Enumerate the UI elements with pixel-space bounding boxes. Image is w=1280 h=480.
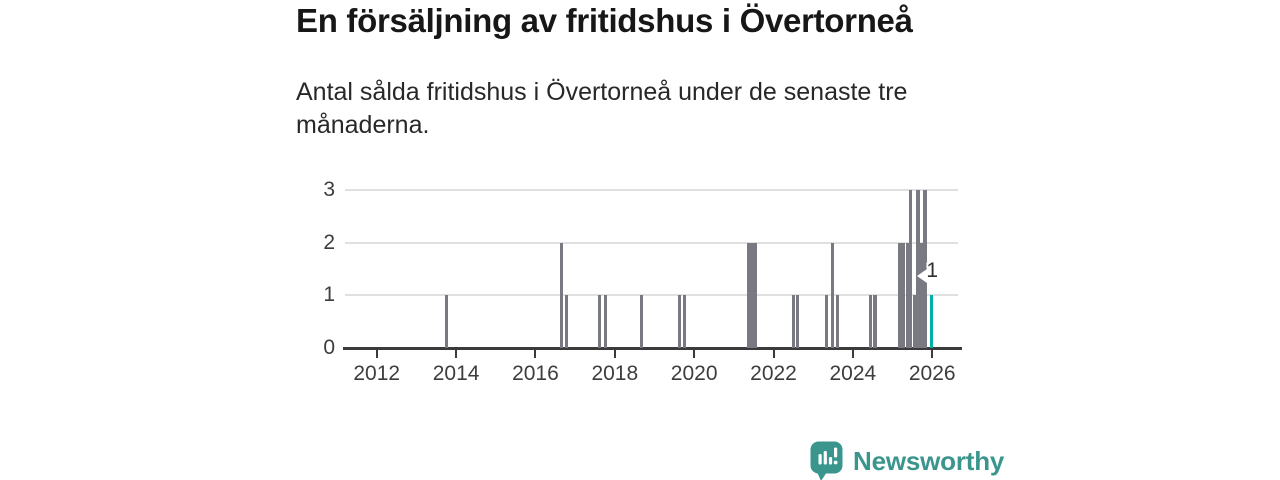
bar [909,190,913,348]
bar [603,295,608,348]
bar [835,295,840,348]
gridline [345,241,958,244]
newsworthy-branding: Newsworthy [810,441,1004,480]
bar [677,295,682,348]
bar [912,295,917,348]
x-axis-tick-label: 2022 [750,362,797,385]
x-axis-tick [455,348,458,358]
bar-value-label-tail [917,269,928,284]
x-axis-tick [772,348,775,358]
newsworthy-logo-text: Newsworthy [853,446,1005,476]
x-axis-tick-label: 2026 [908,362,956,385]
highlighted-bar [929,295,934,348]
x-axis-tick [534,348,537,358]
bar [639,295,644,348]
bar [873,295,877,348]
x-axis-tick [931,348,934,358]
bar [830,242,834,348]
gridline [345,189,958,191]
y-axis-label: 3 [323,178,335,201]
x-axis-tick-label: 2018 [591,362,639,385]
bar [753,242,758,348]
x-axis-tick [851,348,854,358]
chart-subtitle: Antal sålda fritidshus i Övertorneå unde… [296,78,908,139]
x-axis-tick [613,348,616,358]
bar [564,295,569,348]
bar [559,242,564,348]
bar [898,242,902,348]
y-axis-label: 0 [323,336,335,359]
bar [750,242,755,348]
x-axis-line [343,347,962,350]
x-axis-tick [375,348,378,358]
bar [824,295,829,348]
x-axis-tick [693,348,696,358]
bar-value-label: 1 [926,259,939,283]
newsworthy-logo-icon [810,441,843,480]
bar [916,190,920,348]
x-axis-tick-label: 2016 [512,362,559,385]
y-axis-label: 1 [323,283,335,307]
bar [919,242,924,348]
bar [598,295,602,348]
bar [868,295,872,348]
chart-title: En försäljning av fritidshus i Övertorne… [296,2,913,39]
bar [905,242,909,348]
bar [792,295,796,348]
gridline [345,294,958,297]
y-axis-label: 2 [323,230,335,254]
bar [682,295,687,348]
bar [795,295,799,348]
x-axis-tick-label: 2014 [432,362,480,385]
x-axis-tick-label: 2024 [829,362,877,385]
x-axis-tick-label: 2012 [353,362,401,385]
bar [747,242,751,348]
bar [923,190,927,348]
x-axis-tick-label: 2020 [670,362,718,385]
bar [444,295,449,348]
bar [901,242,906,348]
